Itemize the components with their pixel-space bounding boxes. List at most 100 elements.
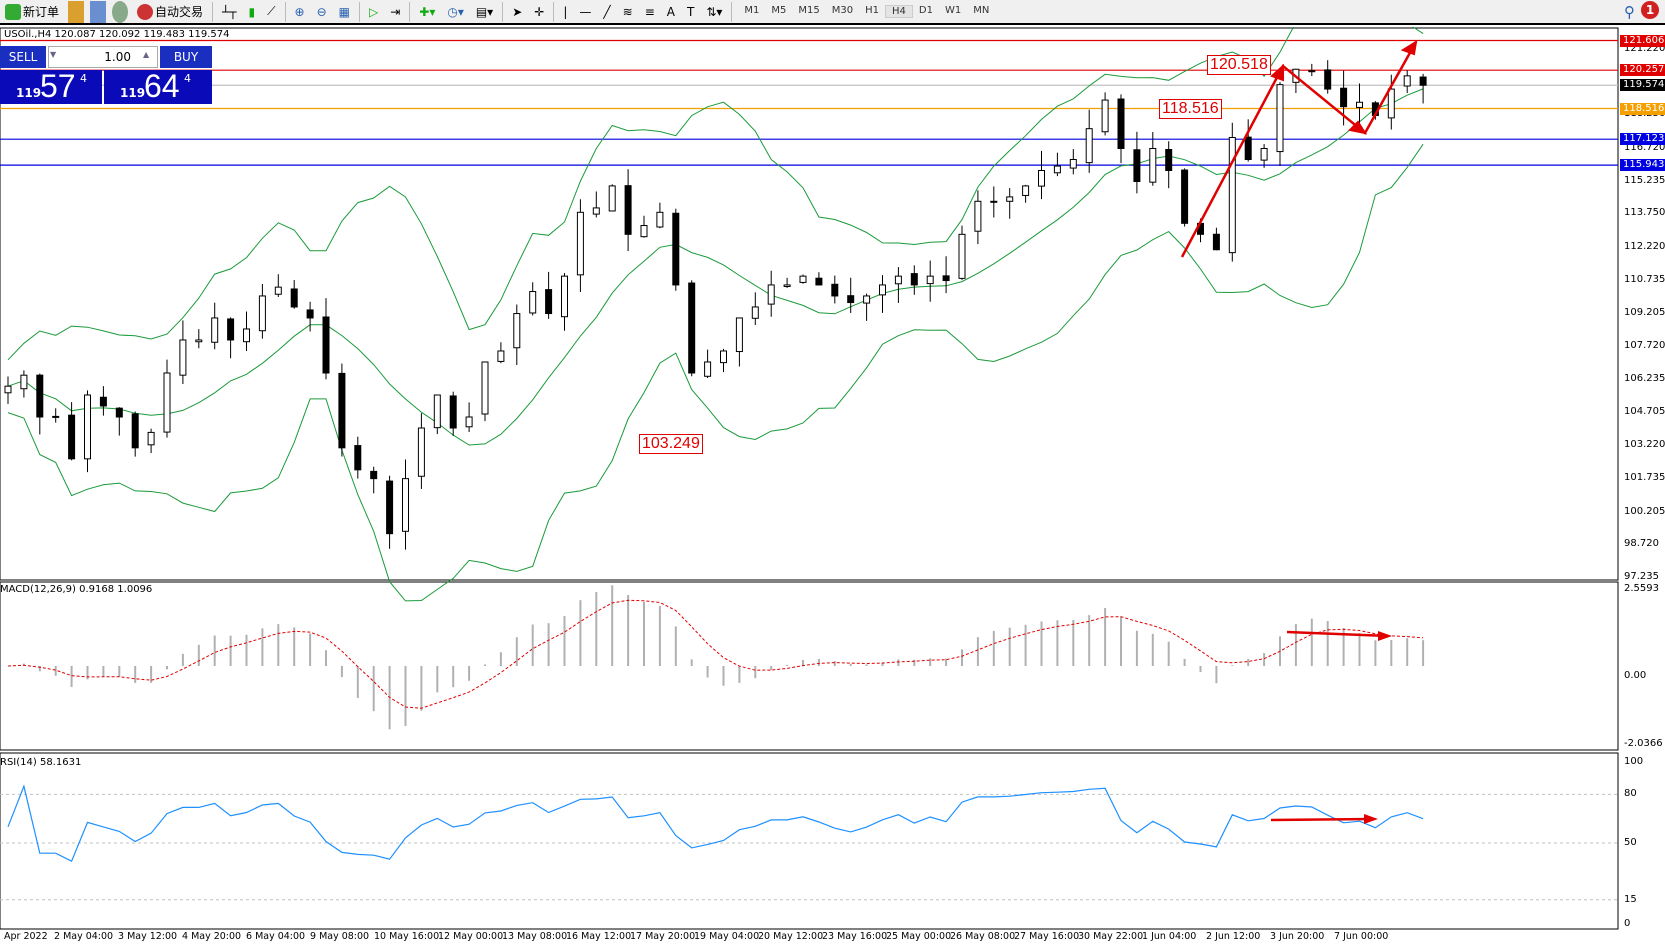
periods-icon[interactable]: ◷▾: [447, 4, 464, 19]
candle-body: [688, 282, 696, 374]
rsi-axis-label: 50: [1624, 837, 1637, 848]
horizontal-line-icon[interactable]: —: [579, 4, 592, 19]
candle-body: [879, 284, 886, 296]
history-center-icon[interactable]: [68, 0, 85, 23]
timeframe-m5[interactable]: M5: [771, 5, 787, 16]
fibonacci-icon[interactable]: ≋: [622, 4, 633, 19]
candle-body: [433, 394, 441, 429]
zoom-in-icon[interactable]: ⊕: [294, 4, 305, 19]
macd-label: MACD(12,26,9) 0.9168 1.0096: [0, 584, 153, 595]
buy-price[interactable]: 119 64 4: [104, 68, 212, 104]
vertical-line-icon[interactable]: |: [563, 4, 568, 19]
sell-button[interactable]: SELL: [0, 46, 46, 68]
volume-up-icon[interactable]: ▲: [143, 50, 150, 59]
candle-body: [370, 470, 378, 480]
price-axis-label: 112.220: [1624, 241, 1665, 253]
zoom-out-icon[interactable]: ⊖: [316, 4, 327, 19]
new-order-button[interactable]: 新订单: [2, 1, 62, 23]
candle-body: [767, 284, 775, 305]
price-axis-label: 103.220: [1624, 439, 1665, 451]
annotation-level[interactable]: 118.516: [1159, 99, 1222, 119]
candle-body: [783, 284, 791, 287]
candle-body: [958, 233, 966, 279]
cursor-icon[interactable]: ➤: [512, 4, 523, 19]
candle-body: [576, 211, 584, 276]
candle-body: [306, 309, 314, 319]
divider: [502, 1, 504, 22]
candle-body: [1212, 233, 1220, 251]
candle-body: [990, 200, 998, 203]
annotation-high[interactable]: 120.518: [1207, 55, 1271, 75]
timeframe-d1[interactable]: D1: [918, 5, 933, 16]
text-label-icon[interactable]: T: [686, 4, 695, 19]
tile-windows-icon[interactable]: ▦: [338, 4, 350, 19]
candle-body: [1069, 158, 1077, 169]
timeframe-m30[interactable]: M30: [831, 5, 854, 16]
candle-chart-icon[interactable]: ▮: [248, 4, 256, 19]
candle-body: [608, 185, 616, 212]
buy-button[interactable]: BUY: [160, 46, 212, 68]
volume-field[interactable]: 1.00: [48, 46, 158, 68]
candle-body: [1038, 169, 1045, 187]
arrows-icon[interactable]: ⇅▾: [706, 4, 723, 19]
time-axis-label: 1 Jun 04:00: [1142, 931, 1197, 942]
price-axis-label: 101.735: [1624, 471, 1665, 483]
time-axis-label: 10 May 16:00: [374, 931, 440, 942]
time-axis-label: 3 May 12:00: [118, 931, 178, 942]
timeframe-mn[interactable]: MN: [973, 5, 990, 16]
candle-body: [195, 339, 203, 343]
volume-down-icon[interactable]: ▼: [50, 50, 57, 59]
candle-body: [1101, 99, 1109, 133]
time-axis-label: 6 May 04:00: [246, 931, 306, 942]
text-icon[interactable]: A: [666, 4, 675, 19]
candle-body: [20, 374, 28, 390]
time-axis-label: 20 May 12:00: [758, 931, 824, 942]
signals-icon[interactable]: [112, 0, 129, 23]
candle-body: [1149, 147, 1157, 183]
candle-body: [258, 295, 266, 332]
time-axis-label: 23 May 16:00: [822, 931, 888, 942]
time-axis-label: 25 May 00:00: [886, 931, 952, 942]
templates-icon[interactable]: ▤▾: [475, 4, 494, 19]
market-watch-icon[interactable]: [90, 0, 107, 23]
candle-body: [545, 289, 553, 315]
timeframe-w1[interactable]: W1: [944, 5, 962, 16]
rsi-axis-label: 80: [1624, 788, 1637, 800]
one-click-trading-panel: SELL 1.00 ▼ ▲ BUY 119 57 4 119 64 4: [0, 46, 212, 104]
macd-min: -2.0366: [1624, 738, 1663, 749]
chart-area[interactable]: [0, 27, 1665, 944]
rsi-line: [7, 784, 1424, 863]
indicators-icon[interactable]: ✚▾: [419, 4, 436, 19]
price-axis-label: 107.720: [1624, 340, 1665, 352]
timeframe-m1[interactable]: M1: [744, 5, 760, 16]
timeframe-h1[interactable]: H1: [865, 5, 879, 16]
fibo-fan-icon[interactable]: ≡: [644, 4, 655, 19]
candle-body: [52, 415, 60, 418]
candle-body: [68, 414, 76, 460]
candle-body: [926, 275, 934, 285]
candle-body: [1085, 128, 1093, 164]
candle-body: [354, 445, 362, 471]
divider: [212, 1, 214, 22]
time-axis-label: 3 Jun 20:00: [1270, 931, 1325, 942]
sell-price[interactable]: 119 57 4: [0, 68, 102, 104]
chart-shift-icon[interactable]: ⇥: [390, 4, 401, 19]
candle-body: [799, 275, 807, 283]
candle-body: [1181, 169, 1189, 224]
trendline-icon[interactable]: ╱: [603, 4, 611, 19]
timeframe-h4[interactable]: H4: [885, 5, 913, 18]
auto-scroll-icon[interactable]: ▷: [368, 4, 379, 19]
annotation-low[interactable]: 103.249: [639, 434, 703, 454]
candle-body: [894, 275, 902, 285]
timeframe-m15[interactable]: M15: [798, 5, 820, 16]
notification-badge[interactable]: 1: [1641, 1, 1659, 19]
macd-zero: 0.00: [1624, 670, 1647, 681]
search-icon[interactable]: ⚲: [1624, 3, 1635, 21]
line-chart-icon[interactable]: ⟋: [267, 4, 276, 18]
candle-body: [1340, 87, 1348, 108]
candle-body: [592, 207, 600, 215]
macd-max: 2.5593: [1624, 583, 1659, 594]
crosshair-icon[interactable]: ✛: [534, 4, 545, 19]
bar-chart-icon[interactable]: ┴┬: [222, 4, 237, 19]
auto-trading-button[interactable]: 自动交易: [134, 1, 206, 23]
